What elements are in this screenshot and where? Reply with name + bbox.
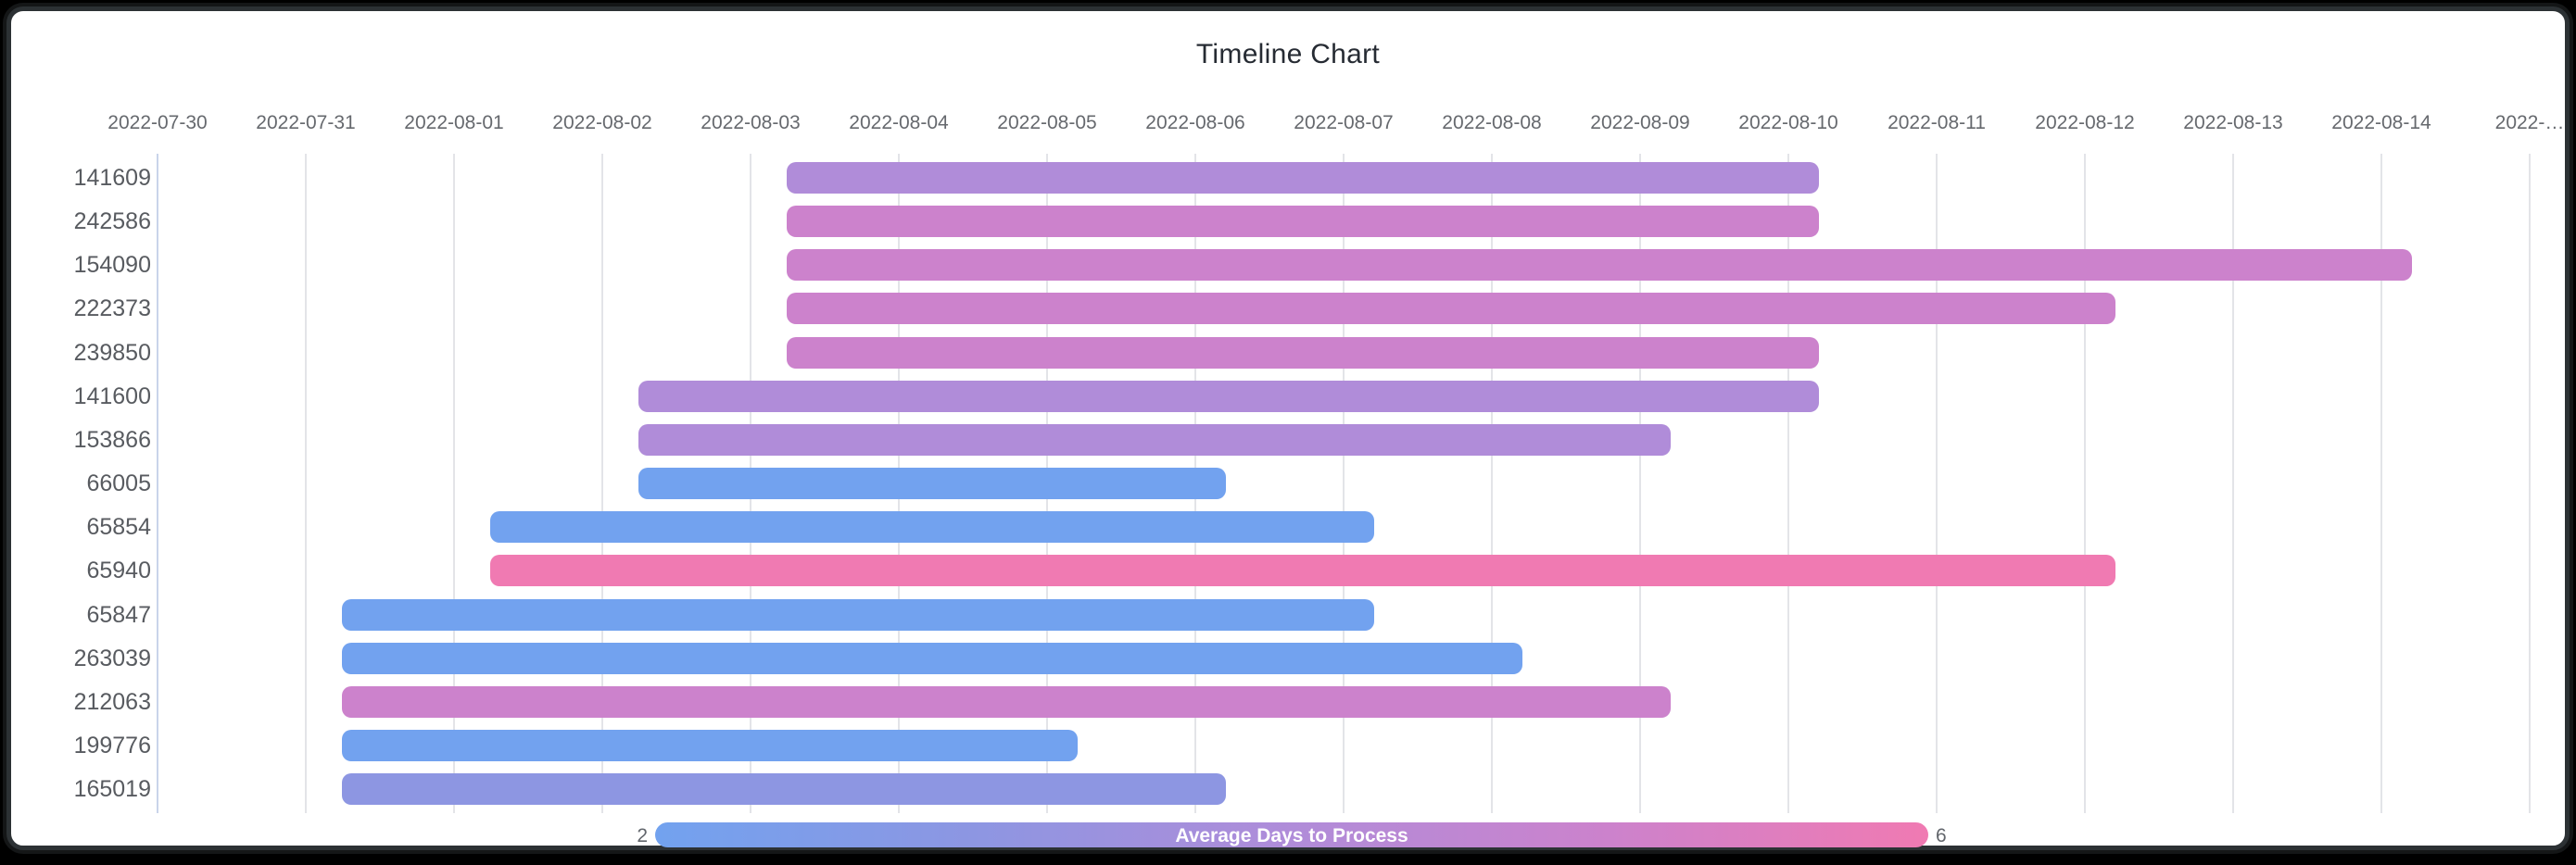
timeline-bar[interactable] [787,206,1819,238]
timeline-bar[interactable] [490,555,2115,587]
timeline-bar[interactable] [787,249,2412,282]
timeline-bar[interactable] [342,642,1522,674]
row-label: 263039 [73,645,151,671]
row-label: 165019 [73,776,151,803]
row-label: 66005 [86,470,151,497]
legend-min-label: 2 [637,825,648,846]
timeline-bar[interactable] [638,423,1671,456]
gridline [305,154,307,813]
legend-gradient-bar: Average Days to Process [655,822,1928,847]
gridline [1936,154,1938,813]
x-tick-label: 2022-08-09 [1590,112,1690,133]
gridline [157,154,158,813]
gridline [601,154,603,813]
x-tick-label: 2022-07-30 [107,112,208,133]
chart-title: Timeline Chart [1195,39,1381,69]
timeline-bar[interactable] [787,336,1819,369]
x-tick-label: 2022-08-01 [404,112,504,133]
row-label: 242586 [73,208,151,235]
gridline [453,154,455,813]
gridline [2529,154,2531,813]
x-tick-label: 2022-08-14 [2331,112,2431,133]
row-label: 65847 [86,601,151,628]
gridline [2380,154,2382,813]
row-label: 212063 [73,688,151,715]
legend-max-label: 6 [1936,825,1947,846]
x-tick-label: 2022-08-12 [2035,112,2135,133]
row-label: 153866 [73,426,151,453]
row-label: 141600 [73,382,151,409]
row-label: 239850 [73,339,151,366]
timeline-bar[interactable] [787,293,2115,325]
gridline [1491,154,1493,813]
timeline-bar[interactable] [342,729,1078,761]
timeline-bar[interactable] [490,511,1374,544]
timeline-bar[interactable] [342,773,1226,806]
timeline-bar[interactable] [638,380,1819,412]
gridline [1787,154,1789,813]
gridline [1639,154,1641,813]
gridline [1343,154,1345,813]
x-tick-label: 2022-08-05 [997,112,1097,133]
row-label: 154090 [73,252,151,279]
row-label: 199776 [73,732,151,758]
x-tick-label: 2022-08-07 [1294,112,1394,133]
x-tick-label: 2022-… [2494,112,2565,133]
row-label: 141609 [73,165,151,191]
row-label: 222373 [73,295,151,322]
row-label: 65854 [86,514,151,541]
timeline-bar[interactable] [342,598,1374,631]
x-tick-label: 2022-08-03 [701,112,801,133]
x-tick-label: 2022-08-13 [2183,112,2283,133]
x-tick-label: 2022-08-11 [1888,112,1986,133]
gridline [2084,154,2086,813]
x-tick-label: 2022-08-02 [552,112,652,133]
x-tick-label: 2022-08-06 [1145,112,1245,133]
gridline [2232,154,2234,813]
x-tick-label: 2022-07-31 [256,112,356,133]
x-tick-label: 2022-08-04 [849,112,949,133]
timeline-bar[interactable] [787,162,1819,194]
legend-title: Average Days to Process [1175,825,1408,846]
timeline-bar[interactable] [638,468,1226,500]
x-tick-label: 2022-08-10 [1738,112,1838,133]
row-label: 65940 [86,558,151,584]
timeline-bar[interactable] [342,685,1671,718]
x-tick-label: 2022-08-08 [1442,112,1542,133]
